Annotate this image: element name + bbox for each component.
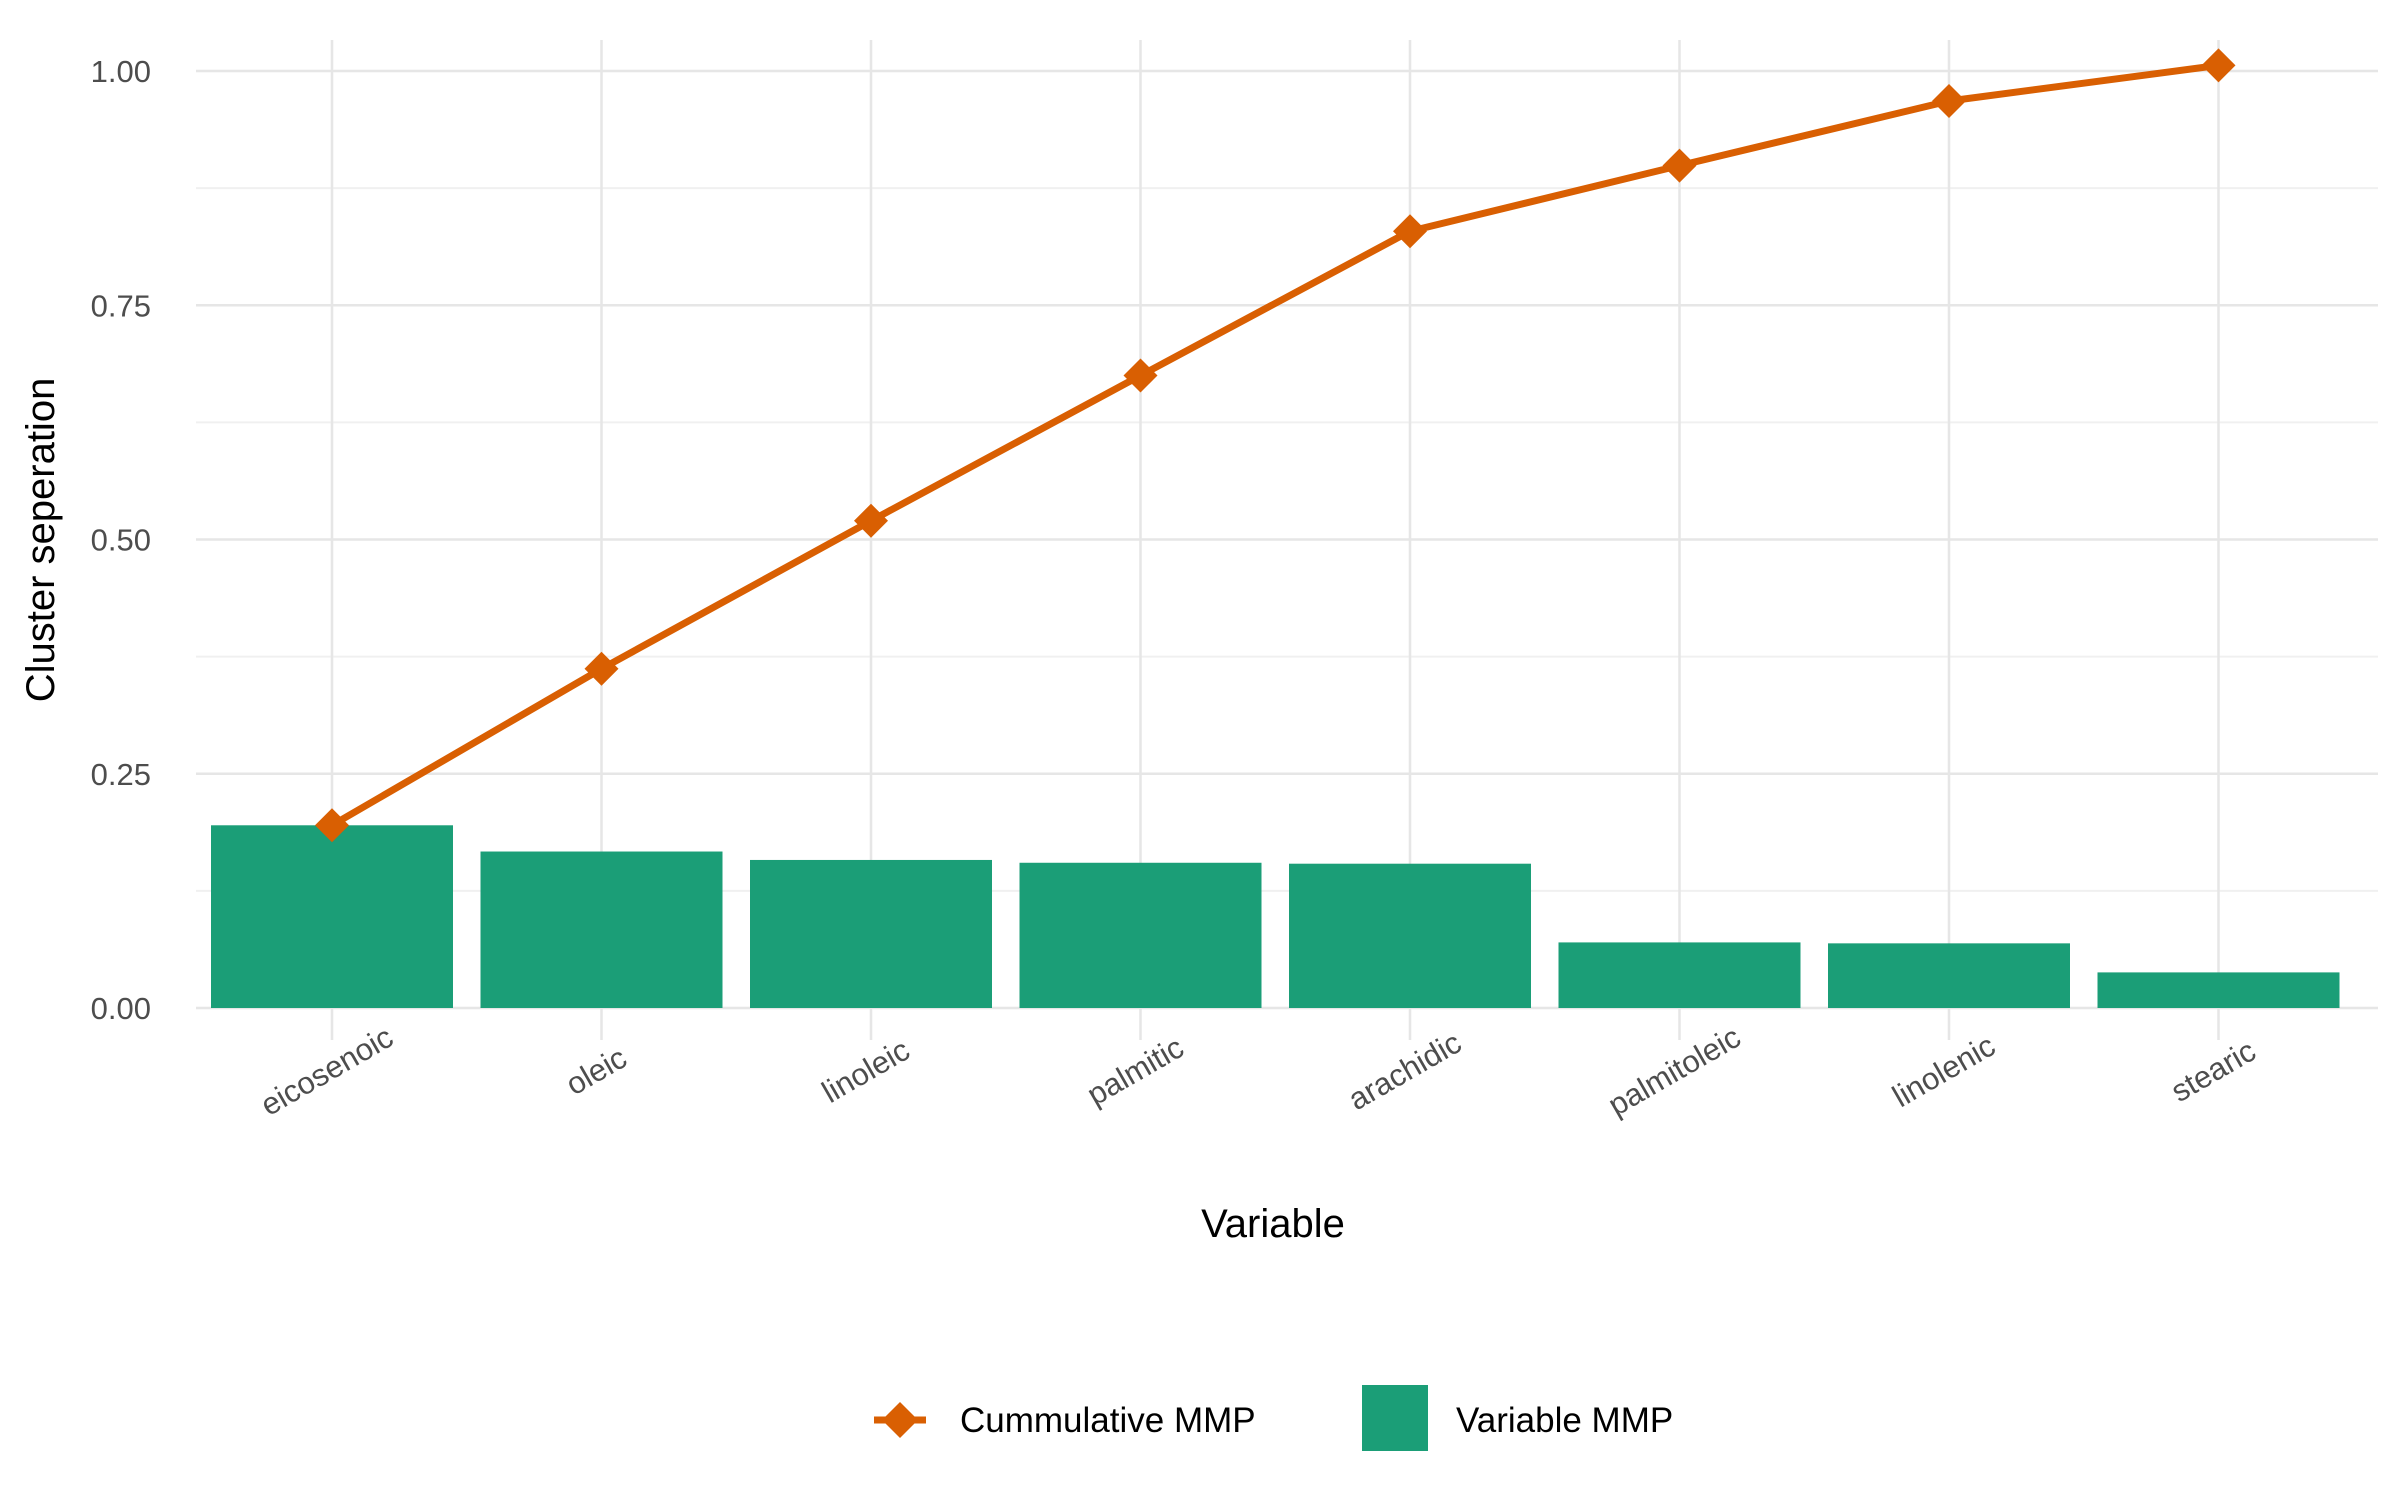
y-tick-label: 0.50: [91, 523, 151, 558]
x-tick-label: eicosenoic: [255, 1019, 399, 1123]
bar-series: [211, 825, 2340, 1008]
y-axis-ticks: 0.00 0.25 0.50 0.75 1.00: [91, 54, 151, 1026]
y-tick-label: 1.00: [91, 54, 151, 89]
line-series: [315, 48, 2236, 843]
point-palmitoleic: [1662, 148, 1697, 183]
x-tick-label: oleic: [560, 1040, 633, 1102]
x-tick-label: linolenic: [1886, 1028, 2001, 1114]
bar-palmitoleic: [1558, 942, 1801, 1008]
bar-palmitic: [1019, 862, 1262, 1008]
legend: Cummulative MMP Variable MMP: [874, 1385, 1673, 1451]
minor-gridlines: [196, 187, 2378, 892]
bar-linolenic: [1828, 943, 2070, 1008]
point-eicosenoic: [315, 808, 349, 843]
bar-oleic: [480, 851, 723, 1008]
cumulative-line: [330, 61, 2219, 829]
bar-stearic: [2097, 972, 2340, 1008]
x-axis-ticks: eicosenoic oleic linoleic palmitic arachidic…: [255, 1019, 2262, 1123]
x-axis-title: Variable: [1201, 1202, 1345, 1246]
point-palmitic: [1123, 358, 1158, 393]
x-tick-label: linoleic: [816, 1032, 916, 1110]
x-tick-label: stearic: [2165, 1033, 2262, 1109]
y-tick-label: 0.75: [91, 288, 151, 323]
legend-label-line: Cummulative MMP: [960, 1401, 1256, 1440]
point-arachidic: [1393, 214, 1427, 249]
legend-label-bar: Variable MMP: [1456, 1401, 1673, 1440]
y-tick-label: 0.25: [91, 757, 151, 792]
legend-bar-key: [1362, 1385, 1428, 1451]
bar-linoleic: [750, 859, 992, 1008]
bar-eicosenoic: [211, 825, 453, 1008]
point-linolenic: [1932, 83, 1966, 118]
y-axis-title: Cluster seperation: [19, 378, 63, 703]
x-tick-label: palmitic: [1081, 1029, 1190, 1112]
legend-item-bar: Variable MMP: [1362, 1385, 1673, 1451]
x-tick-label: palmitoleic: [1602, 1019, 1746, 1123]
point-linoleic: [854, 503, 888, 538]
point-stearic: [2201, 48, 2236, 83]
point-oleic: [584, 651, 619, 686]
y-tick-label: 0.00: [91, 991, 151, 1026]
bar-arachidic: [1289, 863, 1531, 1008]
legend-diamond-key: [882, 1402, 918, 1438]
legend-item-line: Cummulative MMP: [874, 1401, 1256, 1440]
x-tick-label: arachidic: [1342, 1025, 1467, 1117]
